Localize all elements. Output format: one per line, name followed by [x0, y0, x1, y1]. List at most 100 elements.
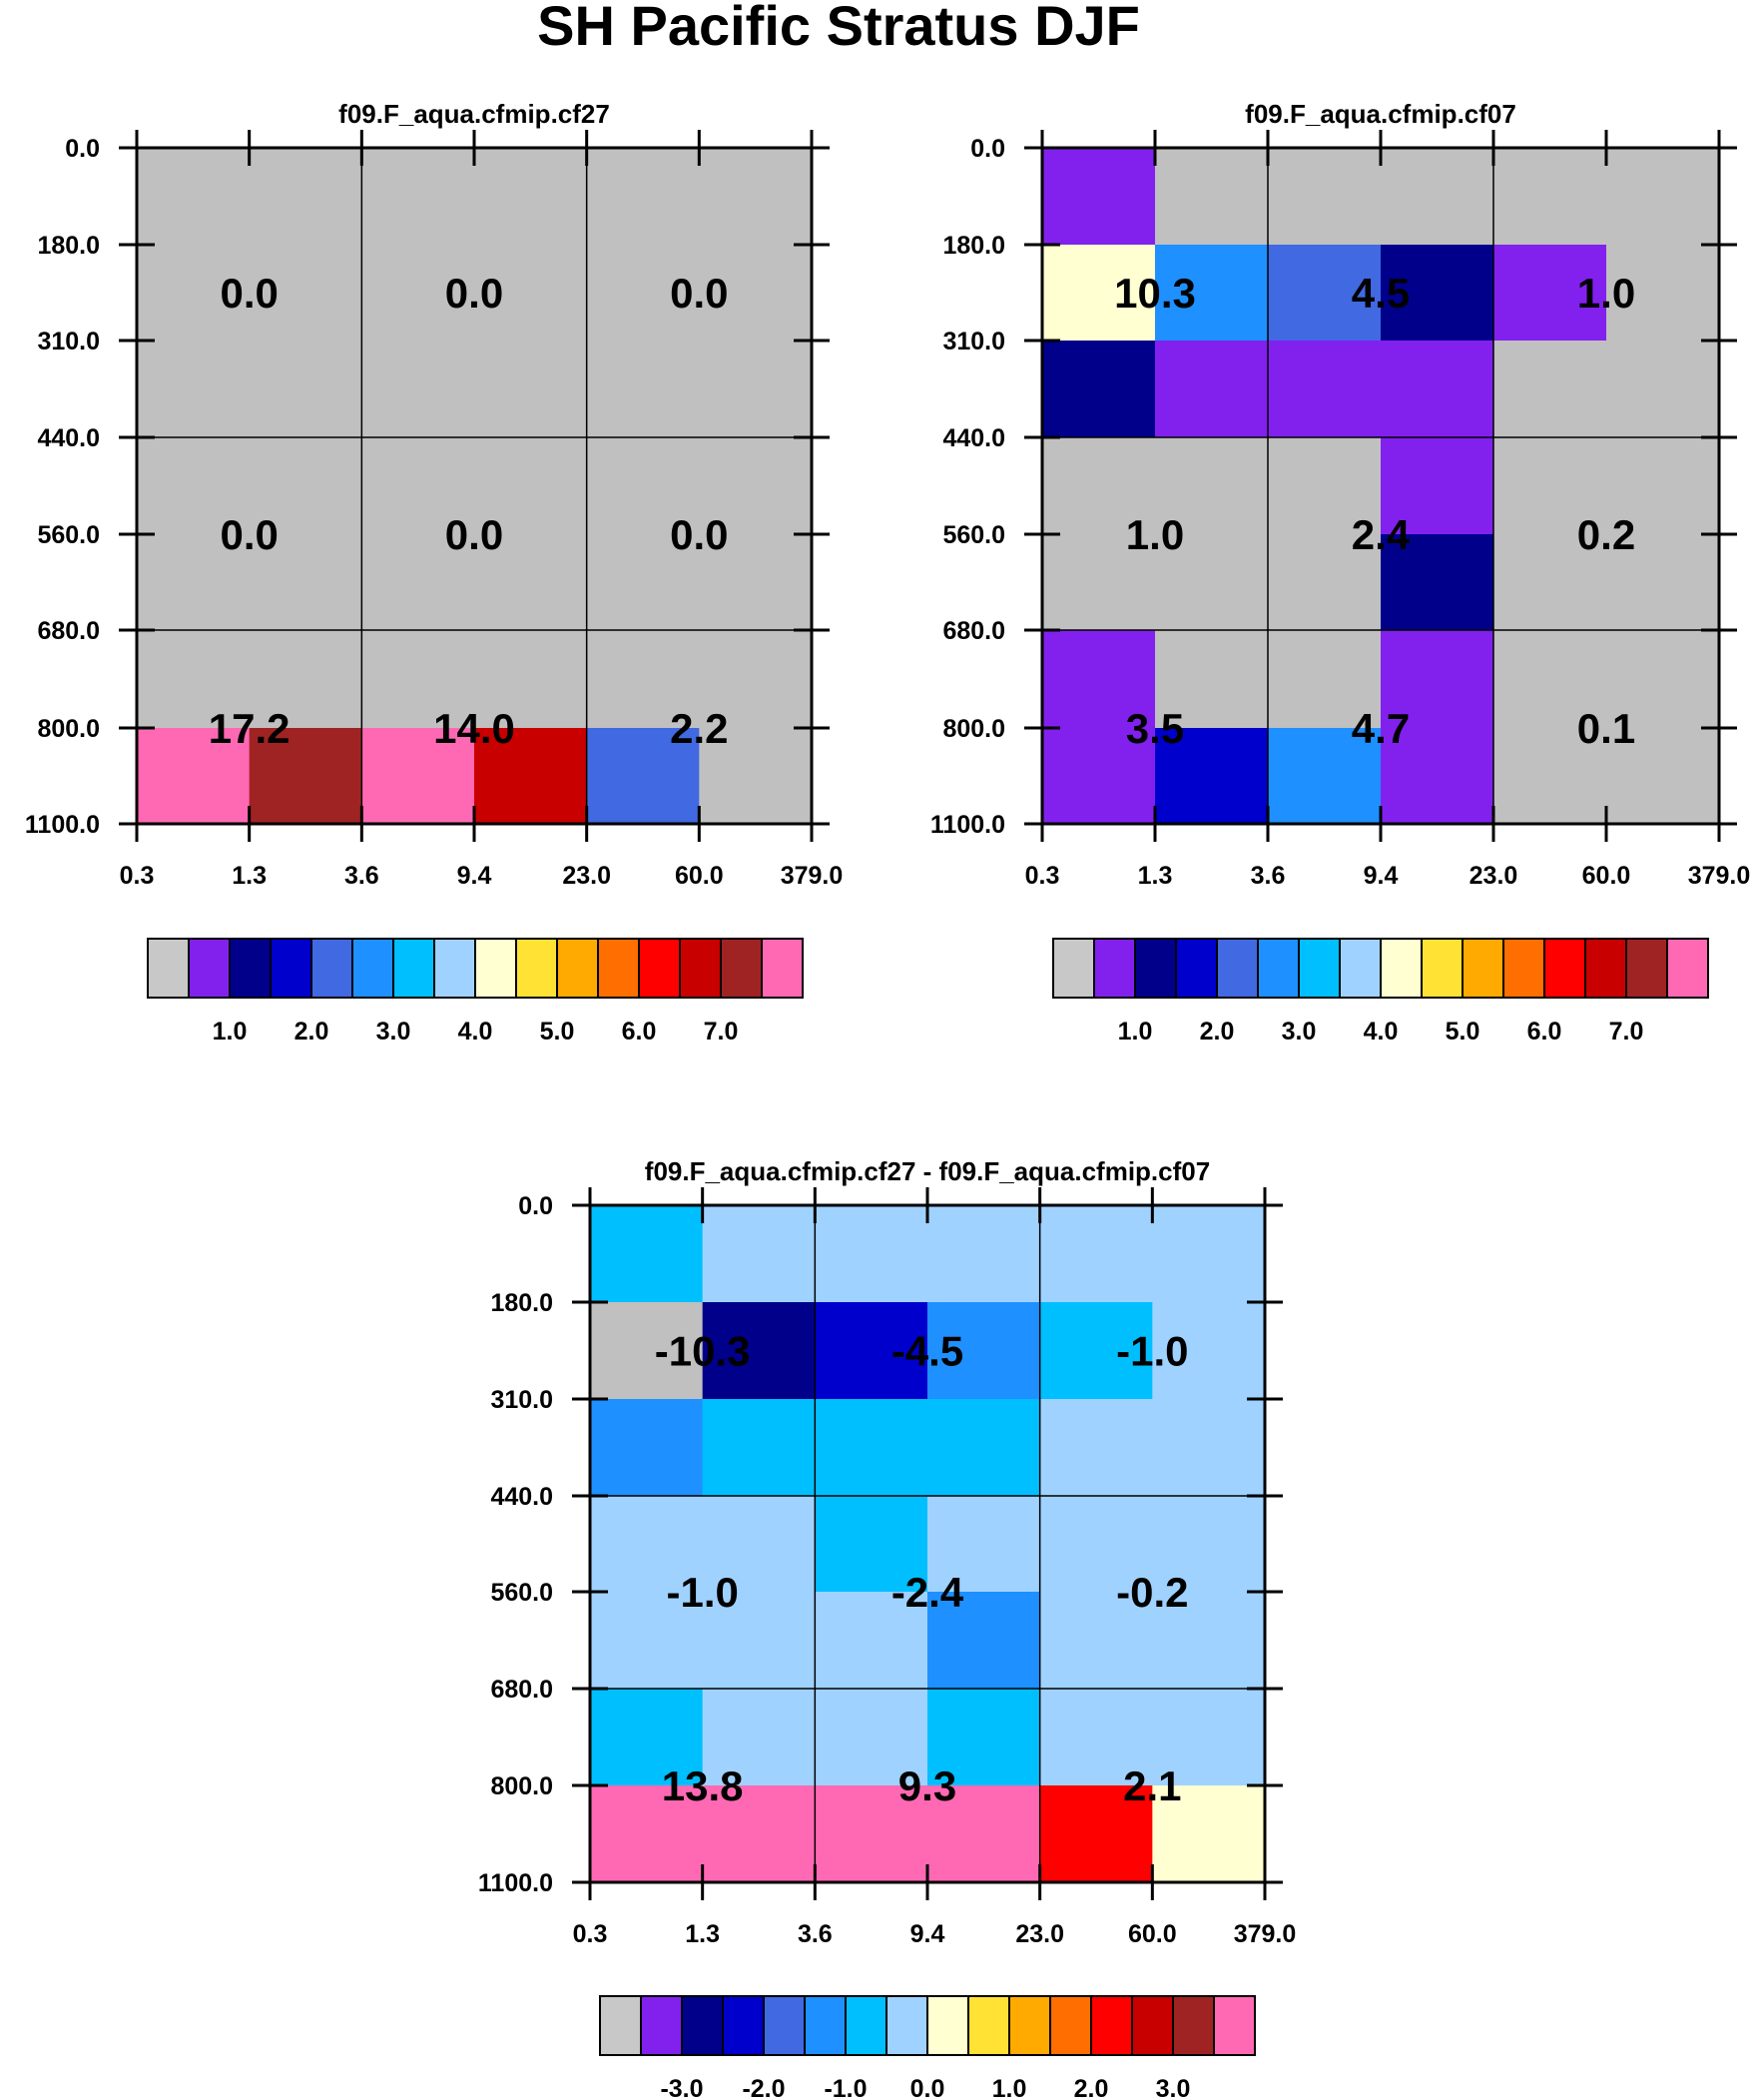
heatmap-cell — [137, 148, 251, 246]
heatmap-cell — [1155, 630, 1269, 729]
colorbar-swatch — [1049, 1995, 1092, 2056]
heatmap-cell — [1042, 437, 1156, 535]
y-tick-label: 560.0 — [942, 521, 1005, 549]
colorbar-label: 3.0 — [1282, 1018, 1317, 1046]
cell-value-label: 0.0 — [220, 511, 278, 558]
cell-value-label: 2.4 — [1352, 511, 1411, 558]
panel-title: f09.F_aqua.cfmip.cf27 — [338, 99, 610, 129]
y-tick-label: 1100.0 — [930, 811, 1005, 839]
colorbar-swatch — [638, 938, 681, 999]
heatmap-cell — [361, 437, 475, 535]
heatmap-cell — [586, 534, 700, 631]
x-tick-label: 23.0 — [1469, 862, 1518, 890]
colorbar-swatch — [310, 938, 353, 999]
colorbar-swatch — [1666, 938, 1709, 999]
colorbar-swatch — [392, 938, 435, 999]
y-tick-label: 0.0 — [970, 135, 1005, 163]
heatmap-cell — [474, 148, 588, 246]
heatmap-cell — [474, 437, 588, 535]
cell-value-label: 10.3 — [1114, 270, 1196, 317]
cell-value-label: -2.4 — [891, 1569, 964, 1616]
heatmap-cell — [815, 1302, 928, 1400]
cell-value-label: 3.5 — [1126, 705, 1184, 752]
colorbar-swatch — [474, 938, 517, 999]
heatmap-cell — [249, 728, 362, 825]
heatmap-cell — [590, 1302, 704, 1400]
colorbar-label: -3.0 — [660, 2075, 703, 2100]
heatmap-cell — [361, 245, 475, 342]
heatmap-cell — [1268, 341, 1382, 438]
colorbar-swatch — [722, 1995, 765, 2056]
y-tick-label: 680.0 — [37, 617, 100, 645]
heatmap-cell — [1381, 437, 1494, 535]
y-tick-label: 560.0 — [490, 1579, 553, 1607]
colorbar-swatch — [1216, 938, 1259, 999]
heatmap-cell — [1042, 341, 1156, 438]
heatmap-cell — [1606, 148, 1720, 246]
heatmap-cell — [586, 341, 700, 438]
cell-value-label: 1.0 — [1577, 270, 1635, 317]
x-tick-label: 3.6 — [798, 1920, 833, 1948]
colorbar-swatch — [761, 938, 804, 999]
colorbar-swatch — [515, 938, 558, 999]
colorbar-swatch — [1421, 938, 1464, 999]
colorbar-swatch — [1502, 938, 1545, 999]
heatmap-cell — [815, 1496, 928, 1593]
heatmap-cell — [586, 245, 700, 342]
heatmap-cell — [1606, 341, 1720, 438]
colorbar-label: 1.0 — [213, 1018, 248, 1046]
heatmap-cell — [249, 341, 362, 438]
colorbar-swatch — [885, 1995, 928, 2056]
colorbar-label: 1.0 — [992, 2075, 1027, 2100]
heatmap-cell — [1268, 534, 1382, 631]
x-tick-label: 0.3 — [573, 1920, 608, 1948]
colorbar-label: 6.0 — [622, 1018, 657, 1046]
heatmap-cell — [1493, 245, 1607, 342]
heatmap-cell — [699, 437, 813, 535]
heatmap-cell — [1493, 437, 1607, 535]
colorbar-swatch — [1172, 1995, 1215, 2056]
colorbar-swatch — [1008, 1995, 1051, 2056]
colorbar-swatch — [351, 938, 394, 999]
colorbar-swatch — [679, 938, 722, 999]
heatmap-cell — [927, 1302, 1041, 1400]
y-tick-label: 800.0 — [490, 1772, 553, 1800]
colorbar-swatch — [926, 1995, 969, 2056]
heatmap-cell — [1039, 1205, 1153, 1303]
cell-value-label: 2.2 — [670, 705, 728, 752]
heatmap-cell — [137, 245, 251, 342]
colorbar-swatch — [1175, 938, 1218, 999]
heatmap-cell — [1152, 1689, 1266, 1786]
y-tick-label: 180.0 — [37, 232, 100, 260]
cell-value-label: 0.1 — [1577, 705, 1635, 752]
heatmap-cell — [1152, 1302, 1266, 1400]
colorbar-swatch — [1339, 938, 1382, 999]
colorbar-swatch — [1052, 938, 1095, 999]
colorbar-swatch — [599, 1995, 642, 2056]
heatmap-cell — [249, 534, 362, 631]
colorbar-label: 4.0 — [458, 1018, 493, 1046]
colorbar-label: 3.0 — [376, 1018, 411, 1046]
colorbar-label: 0.0 — [910, 2075, 945, 2100]
heatmap-cell — [1493, 534, 1607, 631]
x-tick-label: 1.3 — [232, 862, 267, 890]
cell-value-label: -1.0 — [1116, 1328, 1188, 1375]
colorbar-swatch — [763, 1995, 806, 2056]
heatmap-cell — [1039, 1785, 1153, 1883]
panel-cf27: f09.F_aqua.cfmip.cf27 0.0 180.0 310.0 440.0 5… — [25, 99, 843, 1046]
heatmap-cell — [702, 1785, 816, 1883]
y-tick-label: 0.0 — [518, 1192, 553, 1220]
colorbar-swatch — [1090, 1995, 1133, 2056]
heatmap-cell — [586, 728, 700, 825]
heatmap-cell — [702, 1496, 816, 1593]
colorbar-label: -2.0 — [742, 2075, 785, 2100]
y-tick-label: 440.0 — [37, 424, 100, 452]
x-tick-label: 379.0 — [781, 862, 844, 890]
cell-value-label: 9.3 — [898, 1762, 956, 1809]
heatmap-cell — [702, 1205, 816, 1303]
heatmap-cell — [590, 1205, 704, 1303]
y-tick-label: 440.0 — [490, 1483, 553, 1511]
heatmap-cell — [586, 437, 700, 535]
colorbar-label: 1.0 — [1118, 1018, 1153, 1046]
heatmap-cell — [815, 1689, 928, 1786]
